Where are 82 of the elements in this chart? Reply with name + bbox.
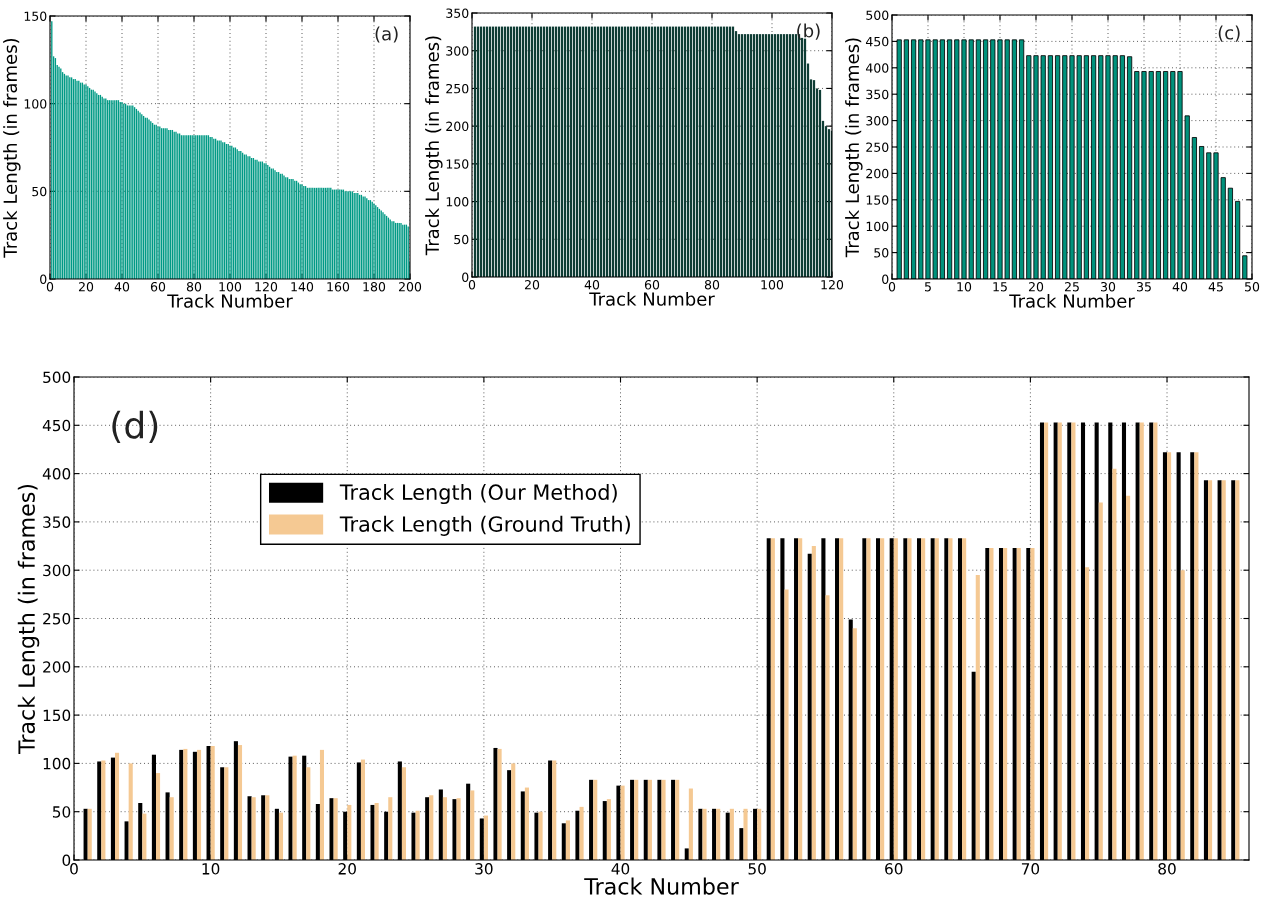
- x-tick-label: 180: [363, 282, 386, 292]
- y-tick-label: 50: [874, 248, 889, 258]
- y-tick-label: 300: [866, 116, 889, 126]
- y-tick-label: 100: [43, 757, 71, 770]
- y-tick-label: 350: [446, 8, 469, 18]
- annotation: (d): [112, 410, 158, 444]
- x-tick-label: 25: [1064, 282, 1079, 292]
- x-tick-label: 80: [186, 282, 202, 292]
- x-tick-label: 40: [1172, 282, 1188, 292]
- annotation: (a): [375, 26, 398, 43]
- x-tick-label: 120: [255, 282, 278, 292]
- x-tick-label: 80: [704, 280, 720, 290]
- y-tick-label: 450: [42, 419, 71, 432]
- x-axis-title: Track Number: [589, 291, 715, 306]
- x-tick-label: 40: [611, 863, 630, 875]
- x-tick-label: 140: [291, 282, 314, 292]
- x-tick-label: 20: [524, 280, 540, 290]
- y-tick-label: 0: [462, 272, 469, 282]
- y-tick-label: 150: [866, 195, 889, 205]
- y-tick-label: 50: [32, 186, 47, 197]
- x-tick-label: 20: [1028, 282, 1044, 292]
- y-tick-label: 200: [43, 661, 71, 673]
- y-tick-label: 150: [446, 159, 469, 169]
- y-tick-label: 100: [24, 99, 47, 109]
- y-tick-label: 200: [446, 121, 469, 132]
- legend-label: Track Length (Ground Truth): [339, 515, 630, 536]
- x-tick-label: 160: [327, 282, 350, 292]
- x-tick-label: 60: [885, 863, 903, 875]
- x-tick-label: 5: [924, 282, 931, 292]
- legend-label: Track Length (Our Method): [339, 483, 617, 505]
- x-tick-label: 80: [1158, 863, 1176, 875]
- y-tick-label: 500: [43, 371, 71, 384]
- y-tick-label: 150: [24, 11, 47, 21]
- x-axis-title: Track Number: [584, 877, 739, 895]
- y-tick-label: 200: [866, 168, 889, 179]
- x-tick-label: 200: [398, 282, 422, 292]
- y-axis-title: Track Length (in frames): [17, 484, 40, 755]
- y-axis-title: Track Length (in frames): [3, 38, 21, 258]
- y-tick-label: 500: [866, 10, 889, 20]
- x-tick-label: 35: [1137, 282, 1151, 292]
- x-tick-label: 30: [475, 863, 493, 875]
- annotation: (b): [797, 23, 820, 40]
- y-tick-label: 100: [866, 221, 889, 232]
- y-tick-label: 300: [43, 564, 71, 577]
- y-tick-label: 100: [446, 197, 469, 207]
- x-tick-label: 60: [644, 280, 660, 290]
- y-tick-label: 150: [43, 709, 71, 722]
- x-tick-label: 0: [468, 280, 476, 290]
- y-tick-label: 0: [62, 854, 71, 867]
- y-tick-label: 250: [43, 612, 71, 625]
- x-tick-label: 70: [1021, 863, 1040, 875]
- y-tick-label: 300: [446, 46, 469, 56]
- y-tick-label: 450: [865, 36, 889, 47]
- y-axis-title: Track Length (in frames): [425, 36, 443, 256]
- x-tick-label: 100: [219, 282, 242, 292]
- y-tick-label: 50: [454, 234, 469, 245]
- x-tick-label: 10: [957, 282, 972, 292]
- x-tick-label: 30: [1101, 282, 1116, 292]
- x-tick-label: 20: [338, 863, 356, 875]
- x-axis-title: Track Number: [1009, 293, 1135, 308]
- y-tick-label: 400: [42, 468, 71, 480]
- y-tick-label: 250: [446, 83, 469, 94]
- x-tick-label: 15: [993, 282, 1007, 292]
- y-tick-label: 400: [865, 63, 889, 73]
- x-tick-label: 20: [78, 282, 94, 292]
- y-tick-label: 250: [866, 142, 889, 152]
- x-tick-label: 60: [150, 282, 166, 292]
- y-tick-label: 350: [866, 89, 889, 100]
- x-axis-title: Track Number: [167, 293, 293, 308]
- x-tick-label: 120: [821, 280, 844, 290]
- x-tick-label: 45: [1208, 282, 1223, 292]
- annotation: (c): [1218, 25, 1240, 42]
- x-tick-label: 50: [1245, 282, 1260, 292]
- x-tick-label: 40: [114, 282, 130, 292]
- y-tick-label: 350: [43, 516, 71, 528]
- x-tick-label: 100: [761, 280, 784, 290]
- y-axis-title: Track Length (in frames): [845, 38, 863, 258]
- x-tick-label: 10: [202, 863, 220, 875]
- x-tick-label: 40: [584, 280, 600, 290]
- y-tick-label: 50: [52, 806, 71, 818]
- x-tick-label: 0: [888, 282, 896, 292]
- x-tick-label: 50: [748, 863, 766, 875]
